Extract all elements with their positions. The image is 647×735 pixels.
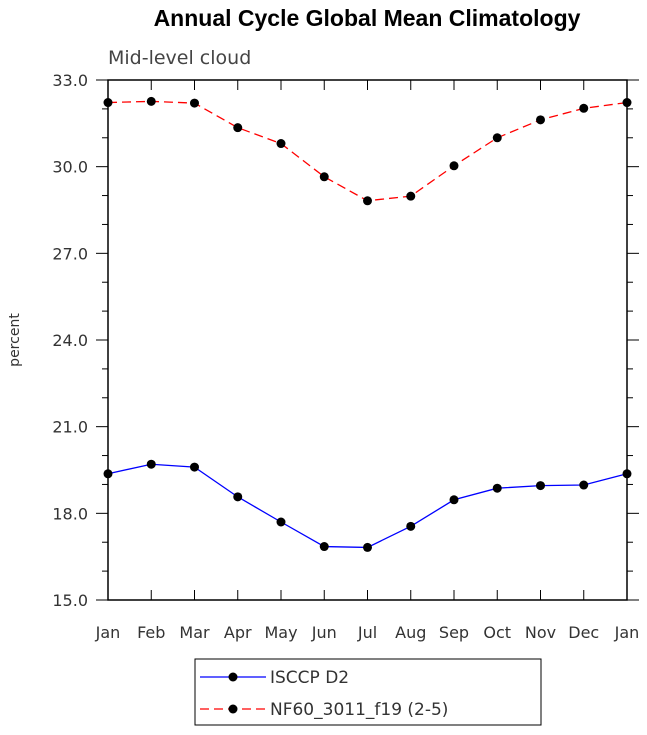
x-tick-label: Aug (395, 623, 426, 642)
series-1-point (233, 123, 243, 133)
series-0-point (146, 459, 156, 469)
y-axis-label: percent (7, 313, 23, 367)
series-1-point (146, 96, 156, 106)
y-tick-label: 15.0 (52, 591, 88, 610)
series-0-point (492, 483, 502, 493)
x-tick-label: Apr (224, 623, 252, 642)
plot-frame (107, 79, 628, 601)
series-0-point (579, 480, 589, 490)
series-1-point (492, 133, 502, 143)
series-1-point (622, 98, 632, 108)
x-tick-label: Jun (311, 623, 337, 642)
series-1-point (276, 139, 286, 149)
series-1-point (319, 172, 329, 182)
series-0-point (190, 462, 199, 472)
series-0-point (449, 495, 459, 505)
series-0-point (622, 469, 632, 479)
chart-title: Annual Cycle Global Mean Climatology (154, 5, 581, 31)
series-line-0 (107, 463, 628, 549)
series-line-1 (107, 100, 628, 202)
legend-box (194, 658, 542, 726)
series-1-point (406, 191, 416, 201)
y-tick-label: 30.0 (52, 158, 88, 177)
series-1-point (103, 98, 113, 108)
x-tick-label: Nov (525, 623, 556, 642)
series-0-point (233, 492, 243, 502)
series-1-point (536, 115, 545, 125)
legend-label-0: ISCCP D2 (270, 668, 349, 688)
x-tick-label: Sep (439, 623, 469, 642)
y-tick-label: 21.0 (52, 418, 88, 437)
x-tick-label: Feb (137, 623, 165, 642)
series-1-point (579, 103, 589, 113)
x-tick-label: Jan (95, 623, 121, 642)
legend-marker-1 (228, 704, 238, 714)
series-0-point (276, 517, 286, 527)
x-tick-label: Jan (614, 623, 640, 642)
series-0-point (536, 481, 545, 491)
x-tick-label: May (264, 623, 297, 642)
x-tick-label: Jul (357, 623, 377, 642)
legend-marker-0 (228, 672, 238, 682)
series-0-point (103, 469, 113, 479)
y-tick-label: 18.0 (52, 504, 88, 523)
legend-label-1: NF60_3011_f19 (2-5) (270, 700, 448, 720)
y-tick-label: 33.0 (52, 71, 88, 90)
legend: ISCCP D2 NF60_3011_f19 (2-5) (194, 658, 542, 726)
series-1-point (449, 161, 459, 171)
x-tick-label: Mar (179, 623, 210, 642)
series-0-point (363, 542, 372, 552)
x-tick-label: Dec (568, 623, 599, 642)
y-tick-label: 27.0 (52, 244, 88, 263)
series-1-point (190, 98, 199, 108)
chart-subtitle: Mid-level cloud (108, 47, 251, 69)
y-tick-label: 24.0 (52, 331, 88, 350)
series-0-point (319, 542, 329, 552)
series-1-point (363, 196, 372, 206)
series-0-point (406, 521, 416, 531)
x-tick-label: Oct (483, 623, 511, 642)
